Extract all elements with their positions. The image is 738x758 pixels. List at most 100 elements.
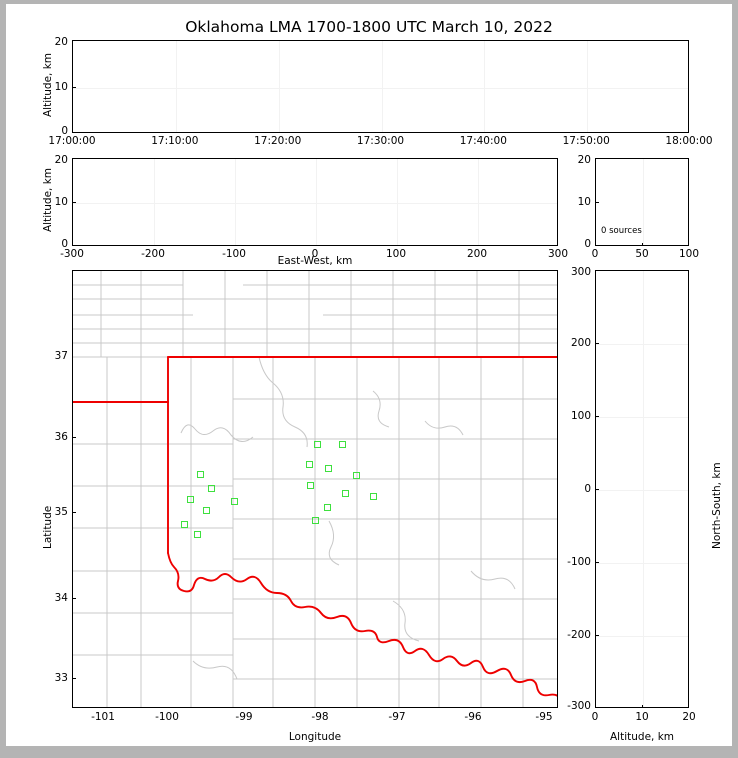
- station-marker[interactable]: [325, 465, 332, 472]
- gridline-h: [73, 203, 557, 204]
- station-marker[interactable]: [208, 485, 215, 492]
- tick-label-x: -100: [222, 248, 246, 260]
- tick-label-x: 18:00:00: [665, 135, 713, 147]
- tick-label-x: 0: [311, 248, 319, 260]
- tick-label-x: 17:10:00: [151, 135, 199, 147]
- county-borders: [73, 271, 557, 707]
- tick-label-y: 33: [54, 672, 68, 684]
- station-marker[interactable]: [306, 461, 313, 468]
- axis-label-x: Longitude: [288, 731, 342, 743]
- tick-label-y: 34: [54, 592, 68, 604]
- gridline-h: [596, 417, 688, 418]
- tick-label-y: 10: [577, 196, 591, 208]
- source-histogram-panel[interactable]: 0 sources: [595, 158, 689, 246]
- gridline-v: [397, 159, 398, 245]
- tick-label-y: 0: [584, 238, 591, 250]
- tick-mark: [595, 562, 599, 563]
- gridline-v: [478, 159, 479, 245]
- station-marker[interactable]: [342, 490, 349, 497]
- gridline-v: [316, 159, 317, 245]
- tick-mark: [642, 242, 643, 246]
- tick-label-y: 0: [61, 125, 68, 137]
- tick-mark: [595, 202, 599, 203]
- axis-label-x: East-West, km: [277, 255, 353, 267]
- time-height-panel[interactable]: [72, 40, 689, 133]
- station-marker[interactable]: [194, 531, 201, 538]
- tick-label-y: 100: [570, 410, 591, 422]
- tick-label-y: 20: [577, 154, 591, 166]
- tick-label-x: -99: [235, 711, 253, 723]
- east-west-panel[interactable]: [72, 158, 558, 246]
- gridline-v: [235, 159, 236, 245]
- gridline-v: [175, 41, 177, 132]
- station-marker[interactable]: [197, 471, 204, 478]
- station-marker[interactable]: [324, 504, 331, 511]
- tick-label-x: 20: [682, 711, 696, 723]
- tick-mark: [72, 86, 76, 88]
- tick-label-x: 17:00:00: [48, 135, 96, 147]
- gridline-h: [596, 344, 688, 345]
- tick-label-x: -100: [155, 711, 179, 723]
- tick-label-y: 20: [54, 36, 68, 48]
- gridline-h: [596, 563, 688, 564]
- tick-label-y: 300: [570, 266, 591, 278]
- tick-mark: [72, 202, 76, 203]
- tick-label-x: 10: [635, 711, 649, 723]
- tick-label-y: -200: [567, 629, 591, 641]
- tick-label-y: 200: [570, 337, 591, 349]
- station-marker[interactable]: [187, 496, 194, 503]
- tick-label-y: -300: [567, 700, 591, 712]
- north-south-plot-area: [596, 271, 688, 707]
- axis-label-y: Latitude: [42, 505, 54, 549]
- tick-label-x: 17:20:00: [254, 135, 302, 147]
- tick-mark: [72, 678, 76, 679]
- axis-label-y: North-South, km: [711, 462, 723, 549]
- north-south-panel[interactable]: [595, 270, 689, 708]
- tick-mark: [72, 437, 76, 438]
- east-west-plot-area: [73, 159, 557, 245]
- tick-label-x: 17:50:00: [562, 135, 610, 147]
- tick-label-y: -100: [567, 556, 591, 568]
- gridline-h: [596, 490, 688, 491]
- station-marker[interactable]: [339, 441, 346, 448]
- tick-label-y: 10: [54, 196, 68, 208]
- station-marker[interactable]: [231, 498, 238, 505]
- tick-label-x: 100: [385, 248, 407, 260]
- gridline-h: [73, 87, 688, 89]
- gridline-h: [596, 636, 688, 637]
- tick-label-x: -95: [535, 711, 553, 723]
- station-marker[interactable]: [370, 493, 377, 500]
- axis-label-y: Altitude, km: [42, 167, 54, 232]
- station-marker[interactable]: [181, 521, 188, 528]
- time-height-plot-area: [73, 41, 688, 132]
- gridline-v: [643, 159, 644, 245]
- station-marker[interactable]: [312, 517, 319, 524]
- gridline-v: [587, 41, 589, 132]
- tick-mark: [595, 343, 599, 344]
- tick-label-x: -101: [91, 711, 115, 723]
- station-marker[interactable]: [353, 472, 360, 479]
- tick-label-x: 17:40:00: [459, 135, 507, 147]
- tick-mark: [642, 704, 643, 708]
- histogram-plot-area: 0 sources: [596, 159, 688, 245]
- tick-label-x: 50: [635, 248, 649, 260]
- tick-label-y: 35: [54, 506, 68, 518]
- tick-mark: [72, 512, 76, 513]
- tick-label-y: 37: [54, 350, 68, 362]
- tick-mark: [72, 598, 76, 599]
- tick-label-y: 0: [61, 238, 68, 250]
- tick-mark: [595, 489, 599, 490]
- tick-label-x: 100: [678, 248, 700, 260]
- station-marker[interactable]: [307, 482, 314, 489]
- station-marker[interactable]: [203, 507, 210, 514]
- tick-label-x: 300: [547, 248, 569, 260]
- tick-label-x: -300: [60, 248, 84, 260]
- gridline-v: [278, 41, 280, 132]
- tick-label-y: 10: [54, 80, 68, 93]
- source-count-label: 0 sources: [601, 226, 642, 236]
- map-plot-area: [73, 271, 557, 707]
- station-marker[interactable]: [314, 441, 321, 448]
- map-panel[interactable]: [72, 270, 558, 708]
- gridline-v: [154, 159, 155, 245]
- tick-label-x: -97: [388, 711, 406, 723]
